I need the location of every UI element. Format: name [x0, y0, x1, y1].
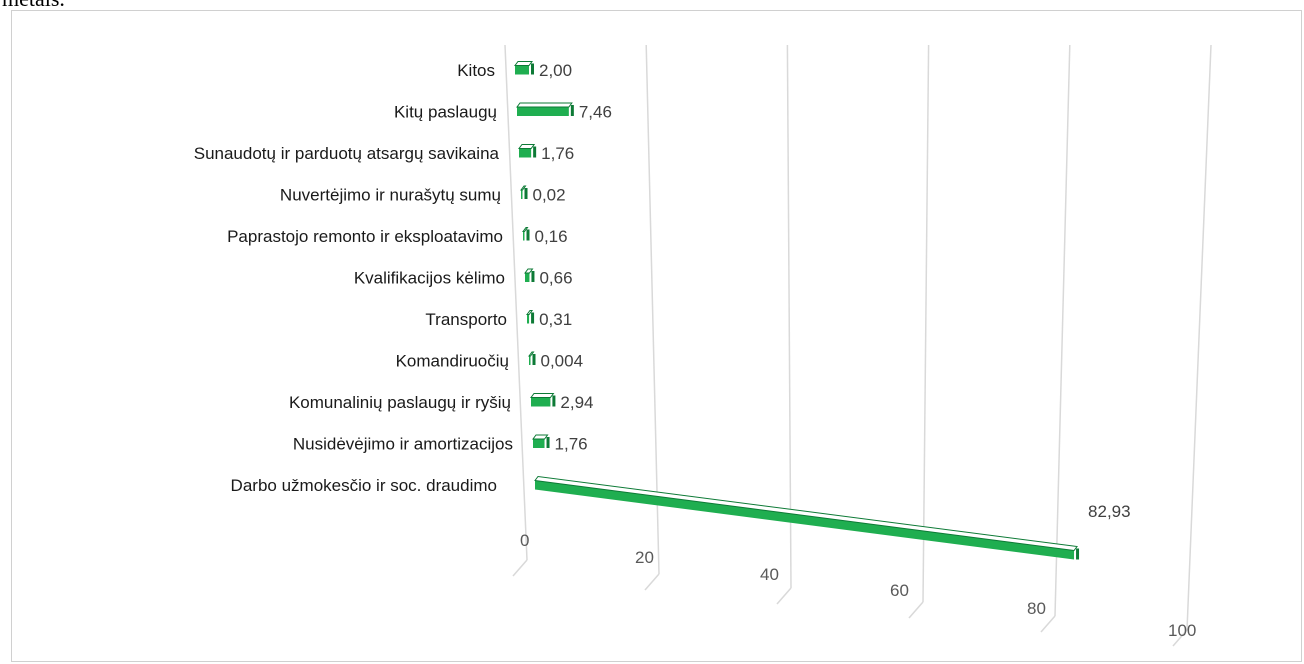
x-tick-label: 40 [760, 565, 779, 584]
gridline [1054, 44, 1071, 617]
category-labels: Kitos Kitų paslaugų Sunaudotų ir parduotų … [194, 61, 513, 495]
x-axis-ticks: 0 20 40 60 80 100 [520, 531, 1196, 640]
bar-end [524, 188, 528, 199]
gridline-foot [776, 587, 792, 605]
bar-top [520, 185, 527, 191]
bar [517, 107, 569, 116]
bar [525, 273, 530, 282]
bar [527, 314, 530, 324]
gridline-foot [644, 573, 660, 591]
value-label: 2,94 [560, 393, 593, 412]
value-labels: 2,00 7,46 1,76 0,02 0,16 0,66 0,31 0,004 2,94 1,7… [533, 61, 1131, 521]
value-label: 1,76 [541, 144, 574, 163]
x-tick-label: 0 [520, 531, 529, 550]
bar [529, 356, 531, 365]
gridline [922, 44, 930, 603]
value-label: 0,02 [533, 186, 566, 205]
chart-frame [11, 10, 1302, 662]
category-label: Darbo užmokesčio ir soc. draudimo [231, 476, 497, 495]
category-label: Kvalifikacijos kėlimo [354, 269, 505, 288]
bar [515, 65, 529, 75]
bar [521, 190, 523, 199]
category-label: Kitos [457, 61, 495, 80]
bar-top [526, 310, 534, 315]
bars [514, 61, 1080, 560]
gridline [504, 44, 528, 561]
gridline-foot [1172, 629, 1188, 647]
bar-end [526, 229, 530, 241]
gridline [645, 44, 660, 575]
bar-top [522, 227, 529, 232]
gridline [1186, 44, 1212, 631]
bar-end [570, 105, 574, 116]
bar-end [1076, 548, 1080, 560]
gridline [786, 44, 792, 589]
bar [519, 148, 532, 158]
bar [523, 231, 525, 241]
bar-top [518, 144, 536, 149]
value-label: 0,66 [539, 269, 572, 288]
category-label: Paprastojo remonto ir eksploatavimo [227, 227, 503, 246]
gridlines [504, 44, 1212, 647]
category-label: Nuvertėjimo ir nurašytų sumų [280, 186, 501, 205]
bar [533, 439, 545, 448]
value-label: 2,00 [539, 61, 572, 80]
bar-top [534, 475, 1078, 552]
category-label: Kitų paslaugų [394, 103, 497, 122]
x-tick-label: 20 [635, 548, 654, 567]
value-label: 0,004 [541, 352, 584, 371]
bar-end [546, 437, 550, 448]
x-tick-label: 80 [1027, 599, 1046, 618]
value-label: 7,46 [579, 103, 612, 122]
gridline-foot [1040, 615, 1056, 633]
category-label: Sunaudotų ir parduotų atsargų savikaina [194, 144, 500, 163]
x-tick-label: 100 [1168, 621, 1196, 640]
gridline-foot [908, 601, 924, 619]
caption-fragment: metais. [2, 0, 65, 12]
value-label: 1,76 [555, 435, 588, 454]
bar-end [532, 354, 536, 365]
bar [531, 397, 551, 407]
bar-end [531, 271, 535, 282]
bar-top [514, 61, 533, 66]
bar [535, 480, 1075, 560]
bar-top [528, 351, 535, 357]
category-label: Transporto [425, 310, 507, 329]
category-label: Komandiruočių [396, 352, 509, 371]
bar-top [516, 102, 573, 108]
value-label: 82,93 [1088, 502, 1131, 521]
bar-end [533, 146, 537, 158]
bar-end [531, 63, 534, 75]
value-label: 0,31 [539, 310, 572, 329]
bar-end [552, 395, 556, 407]
x-tick-label: 60 [890, 581, 909, 600]
bar-top [532, 434, 549, 440]
bar-end [531, 312, 535, 324]
category-label: Nusidėvėjimo ir amortizacijos [293, 435, 513, 454]
bar-top [530, 393, 555, 398]
gridline-foot [512, 559, 528, 577]
category-label: Komunalinių paslaugų ir ryšių [289, 393, 511, 412]
bar-top [524, 268, 534, 274]
value-label: 0,16 [535, 227, 568, 246]
